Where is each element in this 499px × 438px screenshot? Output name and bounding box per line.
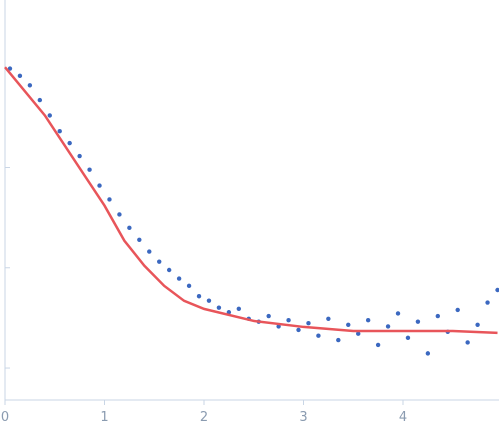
data-point: [206, 298, 212, 303]
data-point: [495, 287, 499, 293]
data-point: [286, 317, 291, 323]
data-point: [47, 113, 52, 118]
data-point: [97, 183, 102, 188]
data-point: [395, 311, 401, 316]
data-point: [147, 249, 152, 254]
data-point: [465, 340, 470, 345]
data-point: [276, 324, 281, 329]
data-point: [326, 316, 331, 321]
data-point: [425, 351, 431, 356]
data-point: [296, 327, 301, 333]
data-point: [356, 331, 361, 336]
data-point: [17, 73, 23, 79]
data-point: [127, 225, 132, 231]
data-point: [346, 322, 351, 327]
fit-line: [4, 66, 498, 335]
data-point: [137, 237, 142, 243]
data-point: [157, 259, 162, 264]
data-point: [405, 335, 411, 341]
x-tick-label: 2: [200, 410, 208, 425]
data-point: [306, 320, 311, 326]
data-point: [196, 294, 202, 299]
data-point: [67, 140, 72, 146]
data-point: [316, 333, 321, 338]
data-point: [37, 97, 43, 103]
data-point: [236, 306, 242, 311]
data-point: [27, 83, 33, 88]
data-point: [365, 317, 371, 323]
data-point: [455, 307, 460, 313]
data-point: [166, 267, 172, 273]
data-point: [87, 167, 92, 172]
data-point: [186, 283, 192, 289]
data-point: [176, 276, 182, 281]
data-point: [216, 305, 222, 310]
data-point: [57, 129, 62, 134]
data-point: [415, 319, 421, 324]
x-tick-label: 4: [399, 410, 407, 425]
x-tick-label: 3: [299, 410, 307, 425]
data-point: [475, 322, 480, 327]
data-point: [385, 324, 391, 329]
data-point: [107, 197, 112, 202]
x-tick-label: 1: [100, 410, 108, 425]
data-point: [77, 153, 82, 159]
x-tick-label: 0: [1, 410, 9, 425]
data-point: [485, 300, 490, 305]
data-point: [435, 313, 441, 319]
data-point: [266, 313, 271, 319]
data-point: [336, 337, 341, 343]
data-point: [375, 342, 381, 348]
data-point: [117, 212, 122, 217]
data-point: [7, 66, 13, 71]
